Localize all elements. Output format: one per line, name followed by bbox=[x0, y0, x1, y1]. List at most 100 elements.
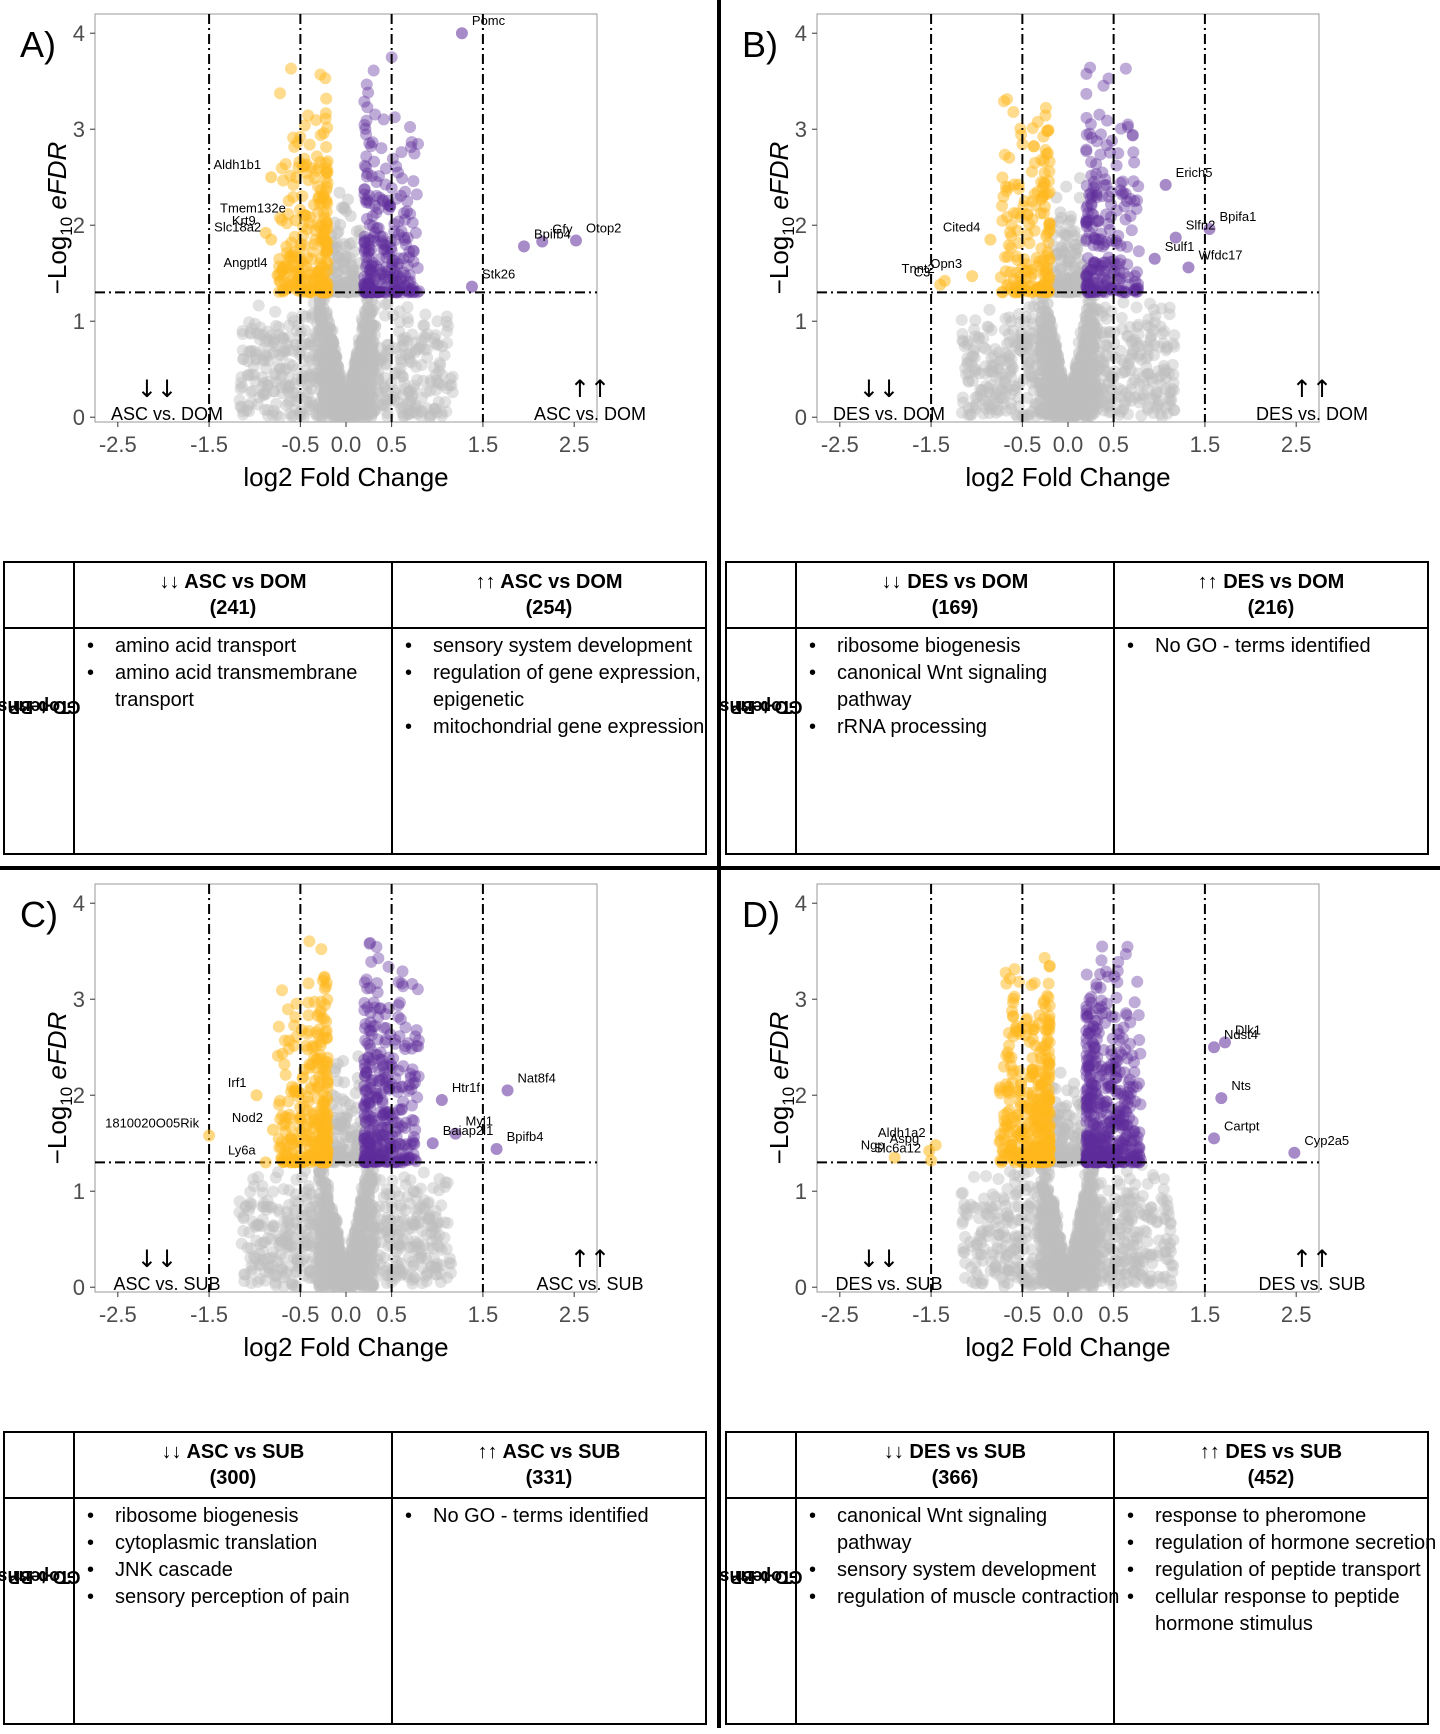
point-ns bbox=[1115, 345, 1127, 357]
point-down bbox=[292, 136, 304, 148]
point-down bbox=[1037, 131, 1049, 143]
point-down bbox=[1032, 260, 1044, 272]
point-down bbox=[320, 93, 332, 105]
point-ns bbox=[267, 1246, 279, 1258]
point-ns bbox=[336, 385, 348, 397]
point-ns bbox=[1154, 370, 1166, 382]
point-ns bbox=[1167, 359, 1179, 371]
point-ns bbox=[430, 1269, 442, 1281]
point-ns bbox=[329, 402, 341, 414]
point-down bbox=[320, 141, 332, 153]
point-up bbox=[1081, 213, 1093, 225]
gene-label: Pomc bbox=[472, 13, 506, 28]
point-up bbox=[359, 123, 371, 135]
point-ns bbox=[378, 399, 390, 411]
point-ns bbox=[296, 1171, 308, 1183]
labeled-point bbox=[939, 275, 951, 287]
volcano-plot: Erich5Bpifa1Slfn2Sulf1Wfdc17Cited4C3Opn3… bbox=[722, 0, 1438, 540]
point-up bbox=[389, 111, 401, 123]
labeled-point bbox=[290, 214, 302, 226]
x-tick-label: -1.5 bbox=[912, 432, 950, 457]
point-down bbox=[281, 247, 293, 259]
point-ns bbox=[362, 323, 374, 335]
point-up bbox=[407, 175, 419, 187]
col1-title: ↓↓ DES vs DOM bbox=[882, 571, 1029, 593]
go-term: sensory system development bbox=[433, 633, 723, 660]
col2-header: ↑↑ DES vs DOM(216) bbox=[1115, 569, 1427, 625]
point-down bbox=[296, 190, 308, 202]
point-up bbox=[1111, 160, 1123, 172]
point-ns bbox=[1088, 342, 1100, 354]
point-ns bbox=[317, 1265, 329, 1277]
point-ns bbox=[957, 396, 969, 408]
x-tick-label: -0.5 bbox=[281, 432, 319, 457]
point-ns bbox=[1163, 399, 1175, 411]
point-up bbox=[396, 172, 408, 184]
point-down bbox=[1006, 219, 1018, 231]
point-up bbox=[399, 214, 411, 226]
point-up bbox=[391, 275, 403, 287]
x-tick-label: 0.5 bbox=[376, 432, 407, 457]
point-ns bbox=[1087, 356, 1099, 368]
point-ns bbox=[330, 1243, 342, 1255]
point-down bbox=[1035, 193, 1047, 205]
point-up bbox=[1085, 169, 1097, 181]
point-up bbox=[361, 78, 373, 90]
down-arrows: ↓↓ bbox=[137, 375, 177, 403]
point-up bbox=[359, 183, 371, 195]
point-down bbox=[1044, 223, 1056, 235]
point-ns bbox=[253, 300, 265, 312]
point-ns bbox=[956, 407, 968, 419]
point-ns bbox=[274, 375, 286, 387]
point-ns bbox=[313, 1188, 325, 1200]
point-ns bbox=[338, 1129, 350, 1141]
point-ns bbox=[1164, 308, 1176, 320]
point-ns bbox=[969, 363, 981, 375]
point-up bbox=[1127, 129, 1139, 141]
point-ns bbox=[384, 1188, 396, 1200]
point-ns bbox=[1124, 353, 1136, 365]
point-down bbox=[285, 237, 297, 249]
point-ns bbox=[271, 409, 283, 421]
point-ns bbox=[269, 333, 281, 345]
point-ns bbox=[262, 1232, 274, 1244]
point-down bbox=[286, 275, 298, 287]
point-down bbox=[1044, 254, 1056, 266]
point-ns bbox=[1059, 399, 1071, 411]
col1-header: ↓↓ DES vs DOM(169) bbox=[797, 569, 1113, 625]
labeled-point bbox=[966, 270, 978, 282]
y-tick-label: 0 bbox=[795, 405, 807, 430]
point-ns bbox=[292, 1197, 304, 1209]
point-ns bbox=[1148, 392, 1160, 404]
point-ns bbox=[401, 398, 413, 410]
point-ns bbox=[334, 187, 346, 199]
point-down bbox=[301, 223, 313, 235]
gene-label: Opn3 bbox=[930, 256, 962, 271]
point-ns bbox=[1145, 335, 1157, 347]
point-ns bbox=[274, 363, 286, 375]
x-tick-label: 0.5 bbox=[1098, 432, 1129, 457]
point-ns bbox=[393, 1227, 405, 1239]
point-down bbox=[315, 129, 327, 141]
labeled-point bbox=[265, 234, 277, 246]
point-up bbox=[1127, 146, 1139, 158]
point-up bbox=[402, 260, 414, 272]
go-term: No GO - terms identified bbox=[1155, 633, 1440, 660]
point-ns bbox=[1065, 210, 1077, 222]
x-tick-label: -0.5 bbox=[1003, 432, 1041, 457]
point-ns bbox=[333, 275, 345, 287]
point-ns bbox=[1041, 360, 1053, 372]
up-arrows: ↑↑ bbox=[1292, 375, 1332, 403]
point-ns bbox=[1116, 312, 1128, 324]
y-tick-label: 3 bbox=[73, 117, 85, 142]
point-down bbox=[313, 198, 325, 210]
point-ns bbox=[401, 1190, 413, 1202]
point-ns bbox=[269, 306, 281, 318]
point-up bbox=[1115, 254, 1127, 266]
point-ns bbox=[413, 1215, 425, 1227]
point-ns bbox=[432, 338, 444, 350]
point-ns bbox=[235, 383, 247, 395]
gene-label: Otop2 bbox=[586, 221, 621, 236]
